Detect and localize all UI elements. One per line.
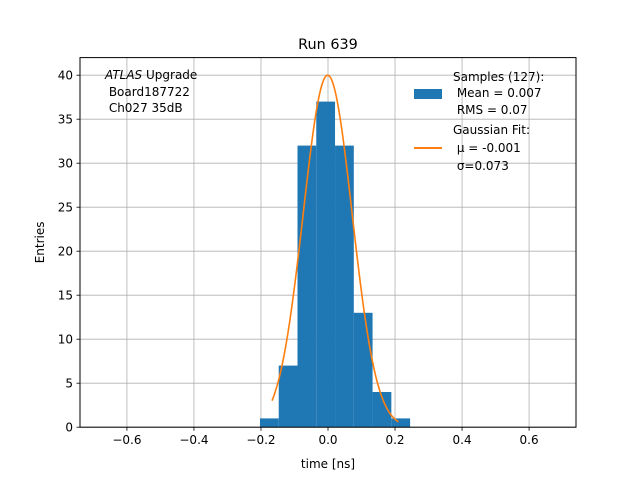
y-axis-ticks: 0 5 10 15 20 25 30 35 40 (58, 69, 80, 435)
annotation-line-3: Ch027 35dB (105, 101, 183, 115)
histogram-bar (335, 145, 354, 428)
legend-hist-line-3: RMS = 0.07 (453, 103, 528, 117)
legend: Samples (127): Mean = 0.007 RMS = 0.07 G… (414, 70, 544, 173)
x-tick-label: 0.0 (318, 433, 337, 447)
gaussian-fit (271, 74, 399, 423)
chart-title: Run 639 (298, 37, 358, 53)
histogram-bar (316, 101, 336, 428)
legend-histogram-swatch (414, 89, 442, 99)
histogram-bar (391, 418, 411, 428)
histogram-bar (278, 365, 298, 428)
annotation-atlas: ATLAS (104, 68, 143, 82)
legend-fit-line-2: μ = -0.001 (453, 141, 521, 155)
histogram-bar (353, 312, 373, 428)
legend-fit-line-1: Gaussian Fit: (453, 123, 530, 137)
legend-fit-line-3: σ=0.073 (453, 159, 509, 173)
annotation-box: ATLAS Upgrade Board187722 Ch027 35dB (104, 68, 197, 115)
gaussian-fit-line (271, 74, 399, 423)
x-axis-label: time [ns] (301, 457, 355, 471)
x-tick-label: 0.6 (520, 433, 539, 447)
y-tick-label: 0 (65, 421, 73, 435)
annotation-line-2: Board187722 (105, 85, 190, 99)
y-tick-label: 25 (58, 201, 73, 215)
y-tick-label: 20 (58, 245, 73, 259)
x-tick-label: −0.6 (112, 433, 141, 447)
y-tick-label: 35 (58, 113, 73, 127)
annotation-line-1: ATLAS Upgrade (104, 68, 197, 82)
x-tick-label: 0.2 (385, 433, 404, 447)
x-tick-label: 0.4 (453, 433, 472, 447)
x-tick-label: −0.2 (246, 433, 275, 447)
y-tick-label: 30 (58, 157, 73, 171)
legend-hist-line-2: Mean = 0.007 (453, 86, 542, 100)
histogram-bar (372, 392, 392, 428)
y-tick-label: 10 (58, 333, 73, 347)
legend-hist-line-1: Samples (127): (453, 70, 544, 84)
y-tick-label: 15 (58, 289, 73, 303)
x-tick-label: −0.4 (179, 433, 208, 447)
y-axis-label: Entries (33, 222, 47, 264)
y-tick-label: 5 (65, 377, 73, 391)
x-axis-ticks: −0.6 −0.4 −0.2 0.0 0.2 0.4 0.6 (112, 427, 539, 447)
histogram-bar (259, 418, 279, 428)
annotation-upgrade: Upgrade (142, 68, 197, 82)
y-tick-label: 40 (58, 69, 73, 83)
